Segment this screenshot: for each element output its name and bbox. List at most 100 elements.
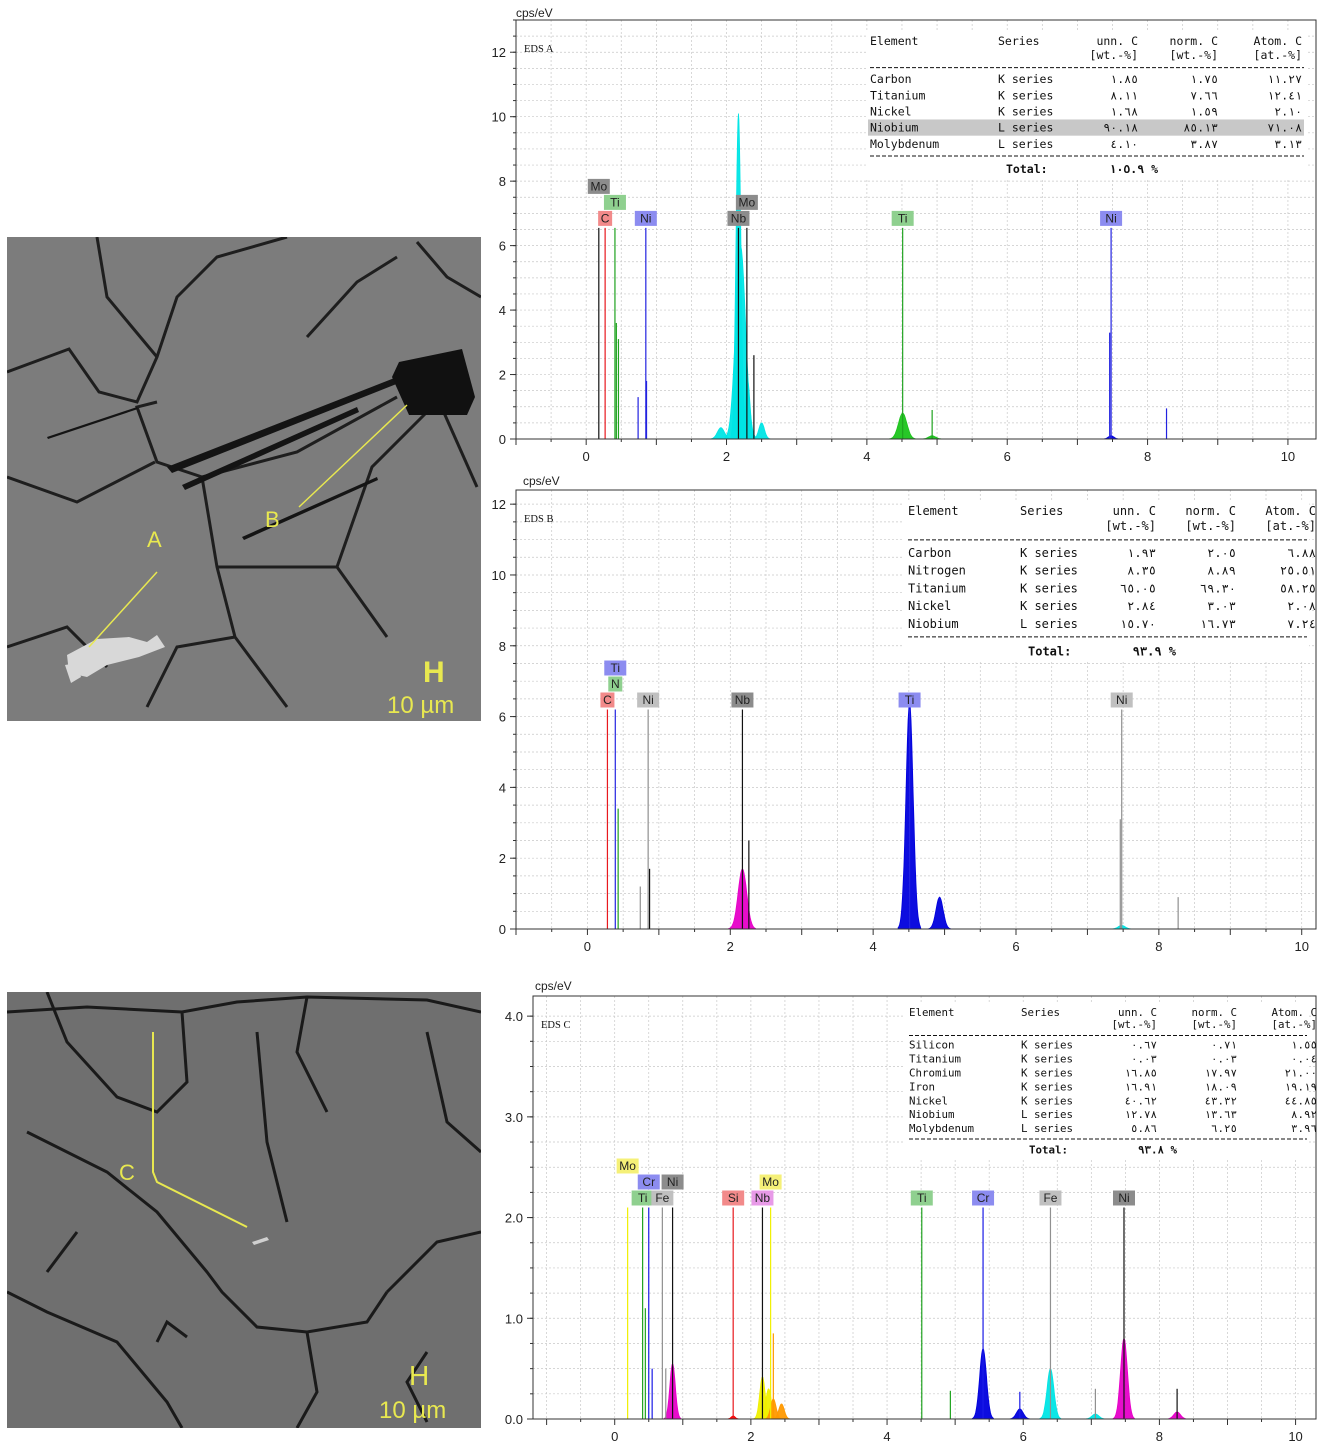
table-cell: ٦٥.٠٥ — [1120, 581, 1156, 595]
table-header-cell: Element — [909, 1006, 955, 1019]
label-a: A — [147, 527, 162, 552]
table-cell: ٠.٦٧ — [1131, 1039, 1157, 1052]
table-cell: Carbon — [870, 72, 912, 86]
table-header-cell: norm. C — [1170, 34, 1219, 48]
table-header-unit: [wt.-%] — [1170, 48, 1218, 62]
element-label: Ni — [1116, 693, 1127, 707]
x-tick-label: 2 — [723, 449, 730, 464]
element-label: Si — [728, 1191, 739, 1205]
table-cell: ٧١.٠٨ — [1267, 121, 1302, 135]
element-label-box — [603, 194, 626, 210]
element-label: N — [611, 677, 620, 691]
table-header-cell: Series — [998, 34, 1040, 48]
table-header-unit: [wt.-%] — [1191, 1018, 1237, 1031]
element-label: Ni — [640, 211, 651, 225]
table-cell: ١٦.٩١ — [1124, 1080, 1157, 1093]
table-cell: ٦٩.٣٠ — [1200, 581, 1236, 595]
x-tick-label: 2 — [727, 939, 734, 954]
table-cell: ١٨.٠٩ — [1204, 1080, 1237, 1093]
table-cell: ٥٨.٢٥ — [1280, 581, 1316, 595]
x-tick-label: 10 — [1288, 1429, 1302, 1444]
table-cell: ٣.٠٣ — [1207, 599, 1236, 613]
table-cell: ١٣.٦٣ — [1204, 1108, 1237, 1121]
element-label: C — [601, 211, 610, 225]
grain-boundaries — [7, 992, 481, 1428]
bright-particle — [67, 635, 165, 677]
table-cell: K series — [1020, 564, 1078, 578]
y-tick-label: 3.0 — [505, 1110, 523, 1125]
table-total-value: ٩٣.٨ % — [1138, 1144, 1178, 1157]
table-cell: Nickel — [870, 104, 912, 118]
spectrum-peak — [739, 380, 757, 440]
table-cell: K series — [1020, 599, 1078, 613]
x-tick-label: 0 — [583, 449, 590, 464]
table-cell: Niobium — [908, 617, 959, 631]
table-total-label: Total: — [1006, 162, 1048, 176]
x-tick-label: 8 — [1155, 939, 1162, 954]
y-tick-label: 0.0 — [505, 1412, 523, 1427]
table-cell: ٠.٠٤ — [1291, 1053, 1317, 1066]
table-header-unit: [wt.-%] — [1111, 1018, 1157, 1031]
table-header-cell: unn. C — [1118, 1006, 1157, 1019]
element-label-box — [616, 1158, 639, 1174]
crack — [155, 1319, 188, 1343]
x-tick-label: 6 — [1020, 1429, 1027, 1444]
element-label-box — [722, 1190, 745, 1206]
element-label: Ni — [1105, 211, 1116, 225]
y-tick-label: 2.0 — [505, 1211, 523, 1226]
table-header-cell: norm. C — [1191, 1006, 1237, 1019]
table-cell: ٢١.٠٠ — [1284, 1066, 1317, 1079]
bright-particle-small — [65, 663, 81, 683]
table-header-cell: unn. C — [1113, 504, 1156, 518]
table-total-value: ١٠٥.٩ % — [1110, 162, 1159, 176]
table-cell: ٠.٠٣ — [1211, 1053, 1237, 1066]
element-label-box — [735, 194, 758, 210]
table-header-cell: Element — [870, 34, 918, 48]
precipitate-chain — [252, 1237, 269, 1245]
x-tick-label: 10 — [1281, 449, 1295, 464]
table-total-label: Total: — [1028, 645, 1071, 659]
table-cell: ٧.٢٤ — [1287, 617, 1316, 631]
element-label-box — [1100, 210, 1123, 226]
spectrum-peak — [709, 427, 733, 440]
y-tick-label: 12 — [492, 45, 506, 60]
element-label: Ti — [638, 1191, 648, 1205]
results-table: Element Series unn. C norm. C Atom. C [wt.-%]… — [866, 31, 1306, 179]
table-background — [866, 31, 1306, 179]
table-cell: Nickel — [908, 599, 951, 613]
scale-bar-label: 10 µm — [379, 1397, 446, 1424]
x-tick-label: 4 — [863, 449, 870, 464]
table-cell: ٣.٨٧ — [1190, 137, 1218, 151]
table-cell: ٦.٨٨ — [1287, 546, 1316, 560]
y-tick-label: 10 — [492, 568, 506, 583]
table-cell: ١٧.٩٧ — [1204, 1066, 1237, 1079]
results-table: Element Series unn. C norm. C Atom. C [wt.-%]… — [904, 501, 1316, 662]
element-label: Ti — [905, 693, 915, 707]
table-header-cell: unn. C — [1096, 34, 1138, 48]
table-cell: Silicon — [909, 1039, 955, 1052]
element-label-box — [891, 210, 914, 226]
results-table: Element Series unn. C norm. C Atom. C [wt.-%]… — [905, 1002, 1317, 1160]
y-tick-label: 8 — [499, 639, 506, 654]
table-header-unit: [wt.-%] — [1105, 519, 1156, 533]
element-label-box — [972, 1190, 995, 1206]
y-tick-label: 4.0 — [505, 1009, 523, 1024]
table-cell: Titanium — [870, 88, 925, 102]
y-axis-label: cps/eV — [535, 979, 572, 993]
y-tick-label: 0 — [499, 922, 506, 937]
y-tick-label: 1.0 — [505, 1311, 523, 1326]
table-cell: Molybdenum — [870, 137, 939, 151]
table-cell: ١.٥٥ — [1291, 1039, 1317, 1052]
table-cell: Nitrogen — [908, 564, 966, 578]
element-label-box — [651, 1190, 674, 1206]
y-tick-label: 0 — [499, 432, 506, 447]
element-label-box — [587, 178, 610, 194]
y-axis-label: cps/eV — [523, 474, 560, 488]
table-cell: ١٦.٧٣ — [1200, 617, 1236, 631]
scale-bar-symbol: H — [409, 1360, 429, 1391]
table-cell: ٨٥.١٣ — [1183, 121, 1218, 135]
x-tick-label: 8 — [1156, 1429, 1163, 1444]
table-header-cell: Element — [908, 504, 959, 518]
x-tick-label: 6 — [1012, 939, 1019, 954]
